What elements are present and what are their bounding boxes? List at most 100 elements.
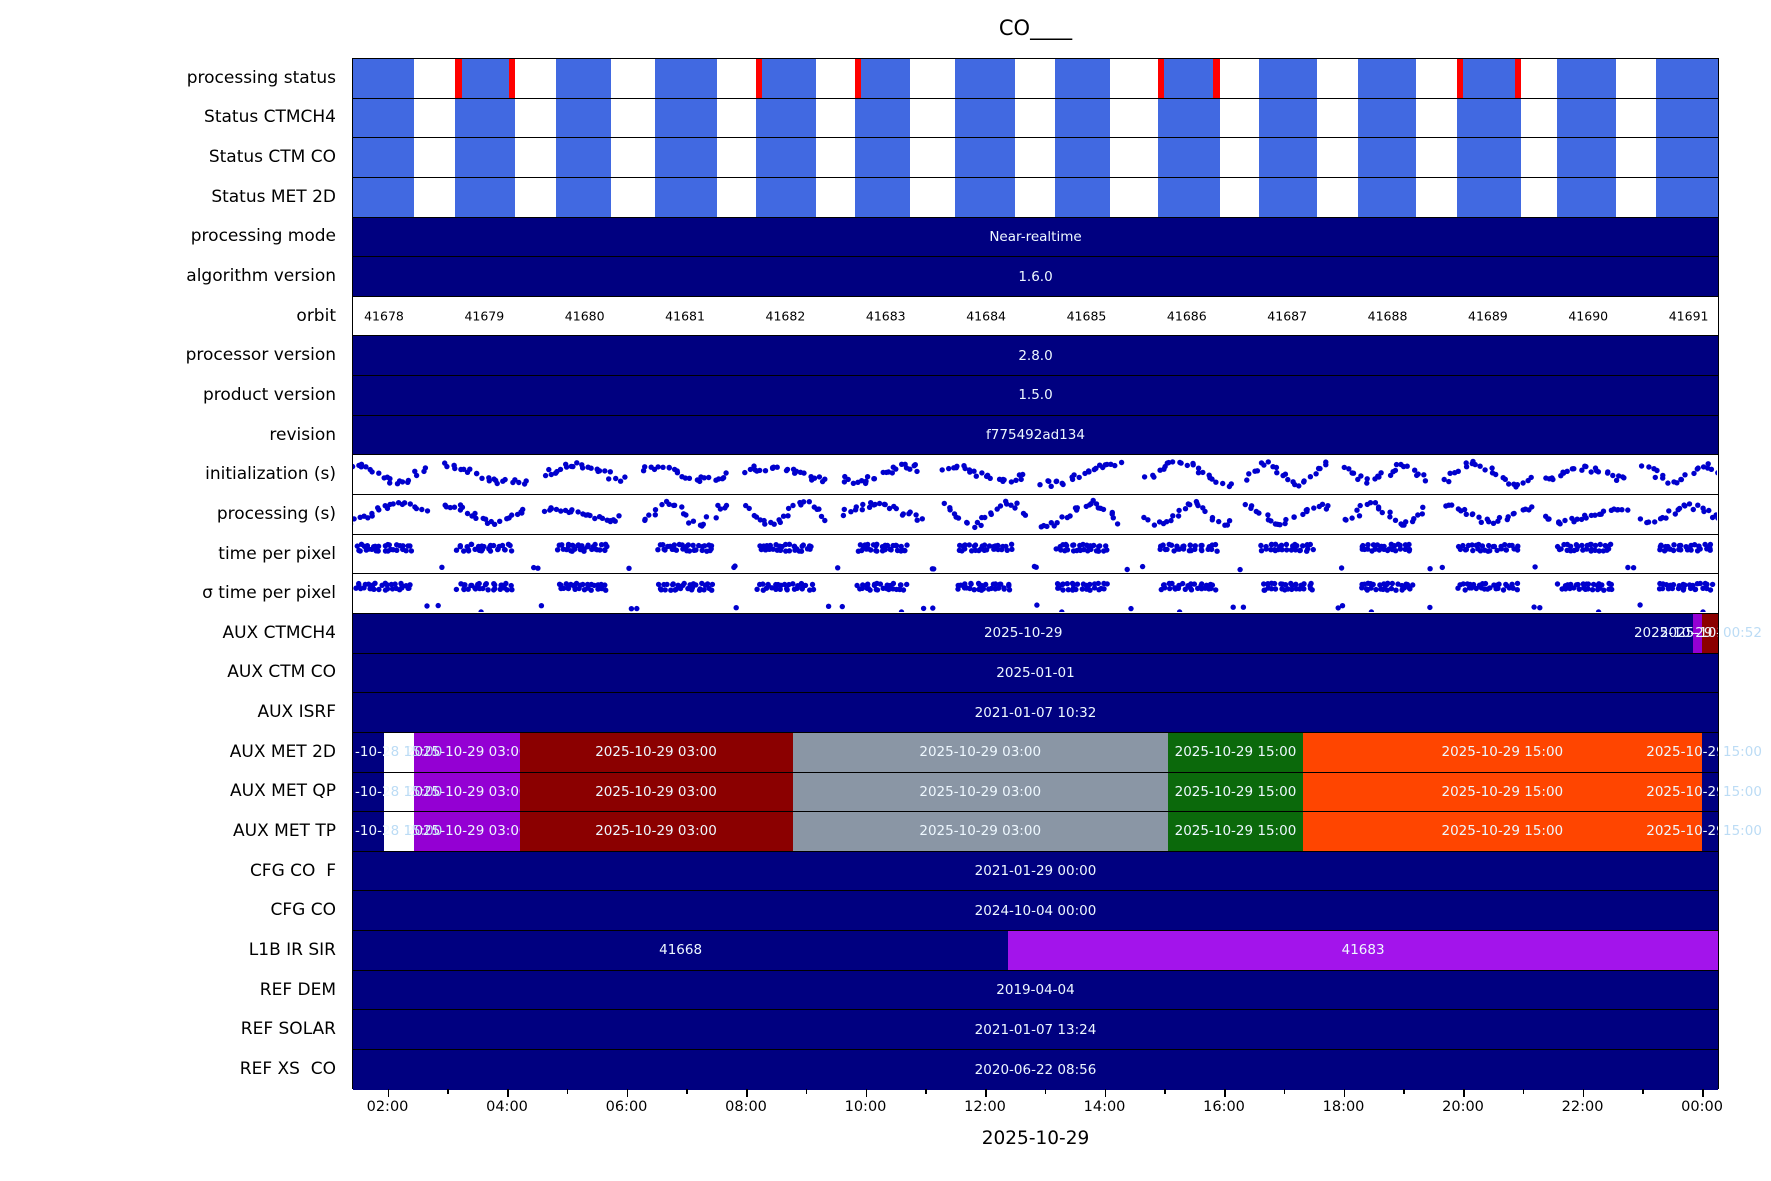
timeline-segment: [383, 732, 414, 772]
row-label-time-per-pixel: σ time per pixel: [202, 583, 336, 604]
status-bar: [1456, 138, 1522, 177]
segment-label: 2025-10-29 03:00: [919, 744, 1042, 761]
orbit-number: 41686: [1166, 308, 1207, 324]
row-ref-xs-co: 2020-06-22 08:56: [353, 1050, 1718, 1090]
status-bar: [1054, 177, 1110, 217]
timeline-segment: 2025-10-29 15:00: [1167, 812, 1304, 851]
timeline-segment: 2025-10-29 03:00: [406, 772, 528, 812]
x-axis-minor-tick: [447, 1089, 449, 1094]
timeline-segment: 2025-10-29 03:00: [792, 812, 1168, 851]
timeline-segment: 2025-10-29 15:00: [1167, 772, 1304, 812]
scatter-plot: [353, 580, 1716, 613]
x-axis-tick-label: 04:00: [486, 1099, 528, 1115]
status-bar: [1158, 138, 1220, 177]
status-bar: [755, 59, 816, 98]
row-product-version: 1.5.0: [353, 376, 1718, 416]
x-axis-minor-tick: [1403, 1089, 1405, 1094]
edge-spill-label: 15:00: [1723, 823, 1762, 840]
x-axis-tick-label: 00:00: [1681, 1099, 1723, 1115]
segment-label: Near-realtime: [989, 228, 1082, 245]
status-bar: [1456, 59, 1522, 98]
orbit-number: 41685: [1066, 308, 1107, 324]
x-axis-tick-label: 22:00: [1561, 1099, 1604, 1115]
scatter-plot: [354, 541, 1714, 572]
row-label-ref-solar: REF SOLAR: [240, 1019, 336, 1040]
status-bar: [1357, 59, 1417, 98]
status-bar: [655, 177, 718, 217]
timeline-segment: [1701, 772, 1718, 812]
x-axis-tick-label: 16:00: [1203, 1099, 1245, 1115]
timeline-segment: 2021-01-29 00:00: [353, 851, 1718, 891]
plot-area: Near-realtime 1.6.0 41678 41679 41680 41681 41…: [352, 58, 1719, 1090]
segment-label: 2025-10-30 00:52: [1659, 625, 1718, 642]
x-axis-minor-tick: [1642, 1089, 1644, 1094]
row-orbit: 41678 41679 41680 41681 41682 41683 41684 41685…: [353, 296, 1718, 337]
status-bar: [1357, 177, 1417, 217]
row-label-processing-mode: processing mode: [190, 226, 336, 247]
timeline-segment: 2025-10-29 03:00: [406, 732, 528, 772]
timeline-segment: [1701, 732, 1718, 772]
row-status-met-2d: [353, 177, 1718, 218]
row-aux-isrf: 2021-01-07 10:32: [353, 693, 1718, 733]
row-label-aux-met-tp: AUX MET TP: [233, 820, 336, 841]
orbit-number: 41691: [1668, 308, 1709, 324]
row-labels-column: processing status Status CTMCH4 Status CTM…: [0, 58, 344, 1089]
timeline-segment: 2025-10-29 03:00: [406, 812, 528, 851]
x-axis-tick: [387, 1089, 390, 1097]
status-bar: [1054, 59, 1110, 98]
status-bar: [555, 98, 611, 138]
row-label-aux-isrf: AUX ISRF: [257, 702, 336, 723]
timeline-segment: 2025-10-29 15:00: [1303, 772, 1702, 812]
error-marker: [1456, 59, 1464, 98]
status-bar: [755, 138, 816, 177]
x-axis-tick-label: 14:00: [1083, 1099, 1126, 1115]
segment-label: 2025-10-29 15:00: [1441, 744, 1564, 761]
status-bar: [555, 59, 611, 98]
x-axis-tick: [985, 1089, 987, 1097]
x-axis-tick-label: 20:00: [1442, 1099, 1484, 1115]
row-label-l1b-ir-sir: L1B IR SIR: [248, 939, 336, 960]
x-axis-tick: [746, 1089, 748, 1097]
orbit-number: 41678: [364, 308, 404, 324]
status-bar: [954, 177, 1015, 217]
segment-label: 2021-01-29 00:00: [974, 863, 1097, 880]
error-marker: [855, 59, 862, 98]
x-axis-minor-tick: [686, 1089, 688, 1094]
status-bar: [353, 98, 415, 138]
status-bar: [1158, 177, 1220, 217]
segment-label: 1.5.0: [1018, 387, 1053, 404]
row-initialization-s: [353, 455, 1718, 496]
chart-title: CO____: [998, 16, 1073, 40]
x-axis-minor-tick: [1164, 1089, 1166, 1094]
status-bar: [353, 177, 415, 217]
timeline-segment: [353, 812, 384, 851]
x-axis-date-label: 2025-10-29: [981, 1128, 1090, 1149]
status-bar: [454, 59, 515, 98]
segment-label: 2021-01-07 13:24: [974, 1021, 1097, 1038]
timeline-segment: 2024-10-04 00:00: [353, 891, 1718, 931]
segment-label: 2025-10-29 15:00: [1441, 783, 1564, 800]
status-bar: [1655, 98, 1718, 138]
segment-label: 2020-06-22 08:56: [974, 1061, 1097, 1078]
row-label-aux-ctmch4: AUX CTMCH4: [222, 622, 336, 643]
x-axis-tick-label: 18:00: [1322, 1099, 1365, 1115]
segment-label: f775492ad134: [986, 427, 1085, 444]
timeline-segment: [383, 772, 414, 812]
timeline-segment: [353, 772, 384, 812]
row-label-initialization-s: initialization (s): [205, 464, 336, 485]
status-bar: [1655, 177, 1718, 217]
x-axis-tick: [1702, 1089, 1704, 1097]
timeline-segment: 2025-10-29 15:00: [1303, 732, 1702, 772]
orbit-number: 41688: [1367, 308, 1408, 324]
scatter-plot: [353, 459, 1717, 491]
status-bar: [555, 177, 611, 217]
status-bar: [655, 98, 718, 138]
segment-label: 1.6.0: [1018, 268, 1053, 285]
x-axis-minor-tick: [566, 1089, 569, 1094]
status-bar: [1259, 177, 1318, 217]
status-bar: [1158, 98, 1220, 138]
status-bar: [454, 98, 515, 138]
status-bar: [555, 138, 611, 177]
x-axis-tick-label: 08:00: [725, 1099, 767, 1115]
